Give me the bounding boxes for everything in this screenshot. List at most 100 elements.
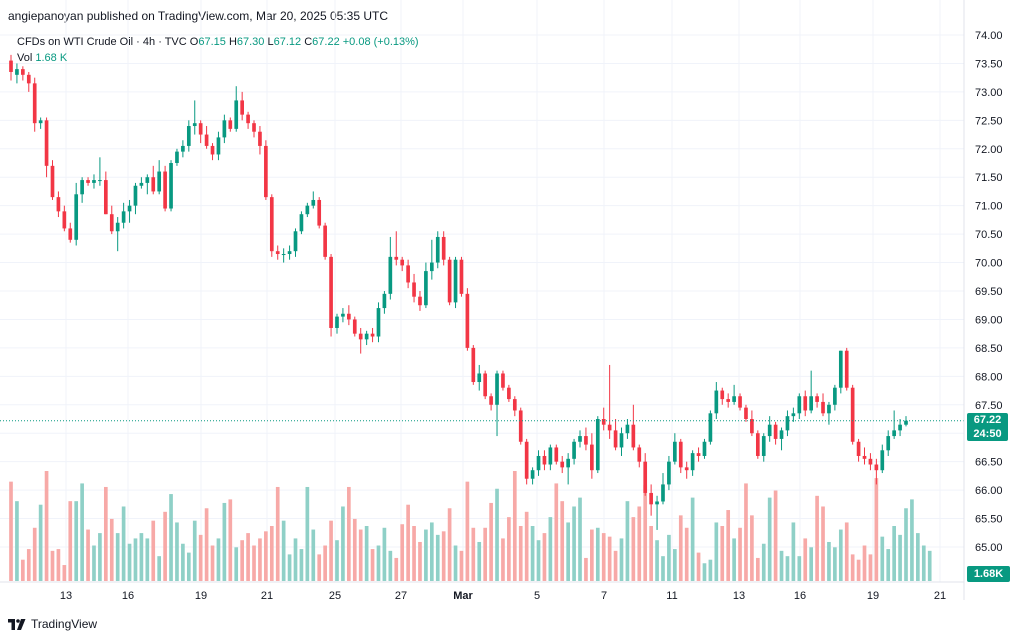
price-tick-label: 68.50 [975, 343, 1003, 355]
volume-label[interactable]: Vol [17, 52, 33, 64]
candle-body [773, 424, 778, 439]
volume-bar [264, 531, 268, 581]
candle-body [234, 100, 239, 129]
candle-body [163, 171, 167, 209]
volume-bar [512, 471, 517, 581]
volume-bar [80, 483, 84, 581]
candle-body [904, 420, 908, 425]
volume-bar [637, 506, 642, 581]
candle-body [601, 419, 606, 425]
candle-body [862, 455, 867, 459]
volume-bar [803, 538, 808, 581]
volume-bar [868, 554, 873, 581]
volume-bar [524, 511, 529, 581]
candle-body [868, 458, 873, 465]
tradingview-logo-icon [8, 618, 26, 630]
volume-bar [779, 550, 784, 581]
candle-body [258, 131, 262, 146]
candle-body [441, 236, 446, 260]
volume-bar [791, 522, 796, 581]
volume-bar [910, 499, 914, 581]
candle-body [501, 373, 505, 388]
volume-value: 1.68 K [35, 52, 68, 64]
volume-bar [103, 486, 108, 581]
volume-bar [495, 488, 499, 581]
volume-bar [424, 529, 428, 581]
symbol-name[interactable]: CFDs on WTI Crude Oil · 4h · TVC [17, 36, 187, 48]
volume-bar [738, 527, 742, 581]
volume-bar [809, 547, 814, 581]
candle-body [761, 436, 766, 456]
volume-bar [169, 494, 173, 581]
candle-body [293, 231, 298, 252]
low-value: 67.12 [273, 36, 302, 48]
volume-bar [121, 506, 126, 581]
price-tick-label: 65.50 [975, 514, 1003, 526]
candle-body [252, 123, 256, 132]
candle-body [524, 441, 529, 479]
volume-bar [501, 538, 505, 581]
candle-body [595, 419, 600, 471]
volume-bar [382, 527, 387, 581]
bar-countdown: 24:50 [973, 428, 1002, 440]
volume-bar [32, 527, 37, 581]
volume-bar [726, 510, 731, 581]
volume-bar [38, 504, 43, 581]
time-tick-label: 13 [733, 590, 745, 602]
candle-body [738, 396, 742, 408]
volume-bar [98, 533, 102, 581]
candle-body [341, 313, 345, 317]
volume-bar [518, 526, 523, 581]
candle-body [625, 424, 630, 434]
volume-bar [115, 533, 120, 581]
candle-body [323, 225, 327, 257]
volume-bar [240, 540, 244, 581]
candle-body [886, 436, 891, 451]
volume-bar [643, 485, 648, 581]
volume-bar [252, 545, 256, 581]
volume-bar [542, 533, 547, 581]
volume-bar [471, 527, 476, 581]
volume-bar [228, 499, 233, 581]
price-tick-label: 72.00 [975, 144, 1003, 156]
volume-bar [127, 543, 132, 581]
candle-body [874, 464, 879, 471]
low-label: L [267, 36, 274, 48]
candle-body [62, 211, 67, 229]
volume-bar [441, 531, 446, 581]
volume-bars [9, 471, 932, 581]
volume-bar [607, 536, 612, 581]
candle-body [364, 333, 369, 340]
candle-body [785, 416, 790, 431]
price-tick-label: 73.00 [975, 87, 1003, 99]
volume-bar [904, 508, 908, 581]
close-label: C [304, 36, 313, 48]
candle-body [9, 60, 13, 72]
volume-bar [720, 526, 725, 581]
candle-body [157, 171, 162, 192]
candle-body [714, 390, 719, 414]
time-tick-label: 25 [329, 590, 341, 602]
volume-bar [175, 522, 179, 581]
volume-bar [755, 557, 760, 581]
candle-body [584, 436, 588, 445]
volume-bar [305, 486, 310, 581]
volume-bar [394, 557, 399, 581]
candle-body [68, 228, 73, 240]
volume-bar [234, 547, 239, 581]
volume-bar [275, 486, 280, 581]
volume-bar [667, 534, 671, 581]
volume-bar [530, 526, 535, 581]
candle-body [821, 401, 825, 414]
volume-bar [74, 501, 79, 581]
ohlc-line: CFDs on WTI Crude Oil · 4h · TVC O67.15 … [17, 34, 419, 50]
volume-bar [204, 508, 209, 581]
candle-body [21, 69, 25, 75]
tradingview-brand[interactable]: TradingView [8, 617, 97, 631]
volume-bar [198, 534, 203, 581]
volume-bar [797, 556, 802, 581]
candle-body [305, 205, 310, 215]
candle-body [240, 100, 244, 115]
candle-body [145, 177, 150, 183]
